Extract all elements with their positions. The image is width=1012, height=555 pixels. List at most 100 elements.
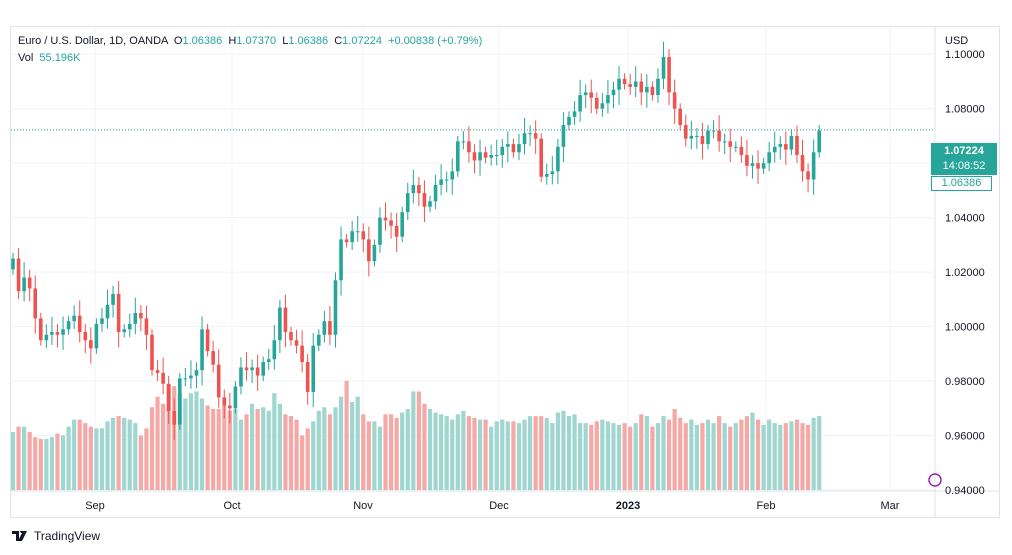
volume-bar: [644, 416, 649, 490]
volume-bar: [655, 423, 661, 490]
candle-body: [756, 163, 760, 169]
candle-body: [795, 135, 799, 156]
volume-bar: [272, 393, 277, 490]
candle-body: [172, 411, 177, 425]
volume-bar: [689, 419, 694, 490]
volume-bar: [605, 421, 611, 490]
candle-body: [255, 367, 260, 376]
volume-bar: [316, 410, 321, 490]
volume-bar: [678, 417, 683, 490]
tradingview-logo[interactable]: TradingView: [12, 529, 100, 543]
price-tick-label: 0.96000: [945, 431, 985, 443]
volume-legend: Vol 55.196K: [18, 52, 80, 64]
candle-body: [383, 217, 388, 221]
time-tick-label: Sep: [85, 500, 105, 512]
volume-bar: [805, 424, 811, 490]
candle-body: [305, 361, 310, 392]
candle-body: [789, 135, 794, 150]
candle-body: [589, 92, 594, 98]
volume-bar: [233, 409, 238, 490]
volume-bar: [672, 409, 677, 490]
volume-bar: [338, 396, 344, 490]
volume-bar: [683, 423, 688, 490]
candle-body: [394, 225, 399, 237]
candle-body: [239, 367, 243, 387]
volume-bar: [477, 419, 483, 490]
price-tick-label: 1.10000: [945, 49, 985, 61]
time-tick-label: Mar: [881, 500, 900, 512]
volume-bar: [439, 414, 444, 490]
volume-bar: [750, 412, 755, 490]
volume-bar: [133, 423, 138, 490]
candle-body: [600, 103, 605, 109]
volume-bar: [333, 407, 338, 490]
candle-body: [695, 135, 699, 137]
price-tick-label: 0.94000: [945, 485, 985, 497]
volume-bar: [288, 416, 294, 490]
volume-bar: [116, 416, 121, 490]
volume-bar: [66, 426, 71, 490]
candle-body: [400, 212, 404, 237]
volume-bar: [650, 426, 655, 490]
volume-bar: [555, 412, 560, 490]
volume-bar: [500, 419, 505, 490]
candle-body: [205, 329, 210, 352]
candle-body: [77, 315, 82, 333]
candle-body: [150, 334, 154, 371]
candle-body: [144, 318, 149, 335]
volume-bar: [761, 424, 766, 490]
volume-bar: [533, 416, 538, 490]
volume-bar: [211, 409, 216, 490]
candle-body: [750, 163, 755, 166]
candle-body: [700, 135, 705, 145]
candle-body: [667, 56, 671, 93]
volume-bar: [722, 423, 727, 490]
candle-body: [16, 258, 21, 292]
candle-body: [261, 361, 265, 376]
candle-body: [344, 239, 349, 243]
candle-body: [711, 130, 716, 132]
volume-bar: [550, 423, 555, 490]
symbol-title[interactable]: Euro / U.S. Dollar, 1D, OANDA: [18, 35, 168, 47]
candle-body: [333, 280, 338, 335]
candle-body: [216, 364, 221, 398]
high-label: H: [228, 35, 237, 47]
volume-bar: [249, 403, 255, 490]
low-value: 1.06386: [288, 35, 329, 47]
volume-bar: [511, 421, 516, 490]
volume-bar: [372, 421, 377, 490]
candle-body: [311, 345, 316, 392]
volume-bar: [433, 412, 438, 490]
volume-bar: [166, 384, 171, 490]
volume-bar: [466, 416, 472, 490]
price-tick-label: 1.00000: [945, 322, 985, 334]
volume-bar: [33, 437, 38, 490]
tradingview-logo-icon: [12, 531, 27, 541]
volume-bar: [789, 421, 794, 490]
candle-body: [722, 141, 727, 143]
candle-body: [628, 84, 632, 87]
candle-body: [389, 220, 393, 226]
volume-bar: [16, 426, 21, 490]
volume-bar: [628, 426, 633, 490]
candle-body: [189, 375, 193, 379]
volume-bar: [122, 417, 127, 490]
low-label: L: [282, 35, 289, 47]
candle-body: [433, 184, 438, 202]
candle-body: [456, 141, 460, 172]
candle-body: [522, 133, 527, 145]
volume-bar: [127, 419, 132, 490]
volume-bar: [22, 426, 27, 490]
candle-body: [94, 323, 99, 349]
candle-body: [544, 174, 549, 177]
volume-bar: [583, 423, 588, 490]
volume-bar: [694, 424, 699, 490]
volume-bar: [566, 416, 572, 490]
volume-bar: [622, 423, 627, 490]
candle-body: [494, 155, 499, 157]
volume-bar: [238, 419, 244, 490]
candle-body: [533, 133, 538, 139]
candlesticks: [11, 41, 821, 440]
volume-bar: [772, 423, 777, 490]
